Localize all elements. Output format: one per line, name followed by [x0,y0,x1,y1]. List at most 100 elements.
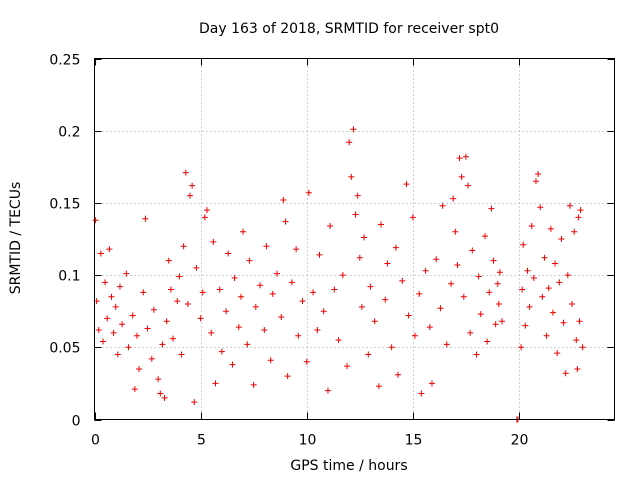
data-point [454,261,461,268]
data-point [418,390,425,397]
data-point [456,155,463,162]
data-point [142,215,149,222]
data-point [399,277,406,284]
data-point [477,311,484,318]
data-point [167,286,174,293]
data-point [288,279,295,286]
data-point [314,326,321,333]
data-point [112,303,119,310]
data-point [114,351,121,358]
data-point [460,293,467,300]
data-point [123,270,130,277]
data-point [161,394,168,401]
x-tick-label: 5 [197,433,206,449]
data-point [452,228,459,235]
data-point [395,371,402,378]
data-point [361,234,368,241]
data-point [261,326,268,333]
data-point [150,306,157,313]
data-point [439,202,446,209]
data-point [252,303,259,310]
data-point [465,182,472,189]
data-point [223,308,230,315]
data-point [102,279,109,286]
data-point [119,321,126,328]
data-point [450,195,457,202]
data-point [144,325,151,332]
data-point [384,260,391,267]
data-point [316,251,323,258]
data-point [157,390,164,397]
data-point [576,318,583,325]
data-point [92,217,99,224]
data-point [495,300,502,307]
data-point [356,254,363,261]
tick-labels: 0 0.05 0.1 0.15 0.2 0.25 0 5 10 15 20 [49,53,528,449]
data-point [388,344,395,351]
data-point [519,286,526,293]
data-point [280,197,287,204]
x-axis-label: GPS time / hours [290,458,407,474]
x-tick-label: 15 [405,433,423,449]
data-point [104,315,111,322]
data-point [110,329,117,336]
data-point [299,298,306,305]
data-point [458,173,465,180]
data-point [426,324,433,331]
data-point [193,264,200,271]
data-point [556,279,563,286]
data-point [473,351,480,358]
data-point [549,309,556,316]
y-tick-label: 0.15 [49,197,80,213]
data-point [269,290,276,297]
data-point [136,365,143,372]
data-point [327,223,334,230]
grid-layer [94,58,615,420]
data-point [547,225,554,232]
data-point [462,153,469,160]
data-point [203,207,210,214]
data-point [201,214,208,221]
data-point [443,341,450,348]
data-point [320,308,327,315]
data-point [129,312,136,319]
y-axis-label: SRMTID / TECUs [8,182,24,295]
data-point [324,387,331,394]
data-point [577,207,584,214]
data-point [163,318,170,325]
data-point [490,257,497,264]
data-point [537,204,544,211]
x-tick-label: 0 [91,433,100,449]
data-point [532,178,539,185]
data-point [566,202,573,209]
data-point [295,332,302,339]
data-point [140,289,147,296]
y-tick-label: 0.1 [58,269,80,285]
data-point [467,329,474,336]
data-point [216,286,223,293]
x-tick-label: 20 [511,433,529,449]
data-point [411,332,418,339]
data-point [492,321,499,328]
data-point [350,126,357,133]
data-point [208,329,215,336]
data-point [305,189,312,196]
data-point [558,236,565,242]
data-point [95,326,102,333]
data-point [174,298,181,305]
data-point [569,300,576,307]
data-point [133,332,140,339]
data-point [244,341,251,348]
data-point [303,358,310,365]
y-tick-label: 0.2 [58,125,80,141]
data-point [448,280,455,287]
data-point [428,380,435,387]
data-point [263,243,270,250]
data-point [416,290,423,297]
data-point [358,303,365,310]
data-point [524,267,531,274]
data-point [574,365,581,372]
y-tick-label: 0.05 [49,341,80,357]
data-point [267,357,274,364]
